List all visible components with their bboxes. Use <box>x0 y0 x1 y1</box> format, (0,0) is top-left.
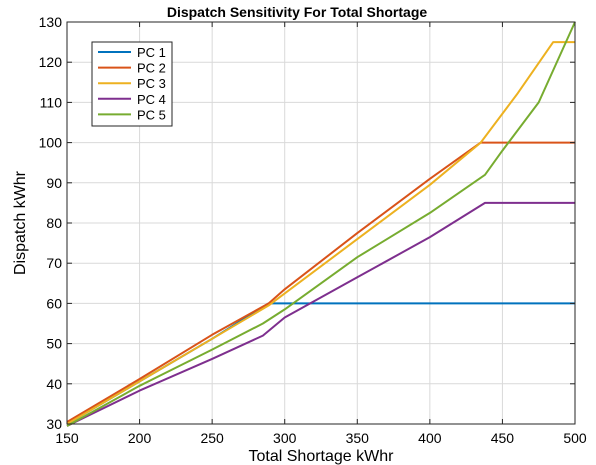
legend-label: PC 4 <box>137 92 166 107</box>
axis-ticks: 150 200 250 300 350 400 450 500 30 40 50 60 70 80 90 10… <box>39 14 587 446</box>
y-tick-label: 80 <box>46 215 62 231</box>
y-tick-label: 40 <box>46 376 62 392</box>
y-tick-label: 100 <box>39 135 63 151</box>
y-tick-label: 130 <box>39 14 63 30</box>
y-tick-label: 70 <box>46 255 62 271</box>
y-tick-label: 60 <box>46 295 62 311</box>
y-tick-label: 110 <box>40 94 63 110</box>
legend-label: PC 5 <box>137 107 166 122</box>
legend-label: PC 1 <box>137 45 166 60</box>
series-line-pc-3 <box>66 41 575 425</box>
x-tick-label: 200 <box>128 430 152 446</box>
series-line-pc-4 <box>66 201 575 427</box>
x-tick-label: 450 <box>491 430 515 446</box>
x-tick-label: 500 <box>563 430 587 446</box>
chart-title: Dispatch Sensitivity For Total Shortage <box>167 4 428 20</box>
x-tick-label: 400 <box>418 430 442 446</box>
series-line-pc-1 <box>66 302 575 425</box>
x-axis-label: Total Shortage kWhr <box>249 448 395 465</box>
y-tick-label: 50 <box>46 336 62 352</box>
series-line-pc-2 <box>66 141 575 423</box>
legend: PC 1PC 2PC 3PC 4PC 5 <box>91 41 173 127</box>
x-tick-label: 150 <box>55 430 79 446</box>
x-tick-label: 250 <box>200 430 224 446</box>
series-line-pc-5 <box>66 21 576 427</box>
legend-label: PC 3 <box>137 76 166 91</box>
y-tick-label: 30 <box>46 416 62 432</box>
y-axis-label: Dispatch kWhr <box>12 170 29 275</box>
y-tick-label: 90 <box>46 175 62 191</box>
x-tick-label: 300 <box>273 430 297 446</box>
y-tick-label: 120 <box>39 54 63 70</box>
legend-label: PC 2 <box>137 61 166 76</box>
series-lines <box>66 21 576 427</box>
x-tick-label: 350 <box>346 430 370 446</box>
